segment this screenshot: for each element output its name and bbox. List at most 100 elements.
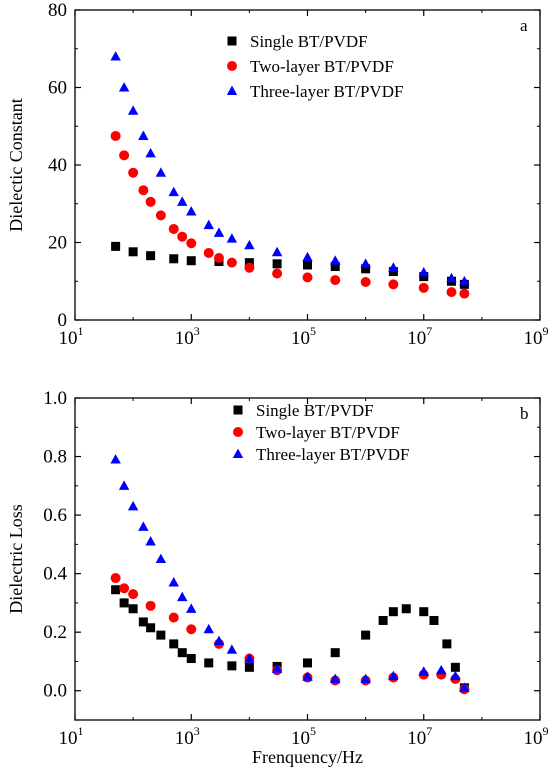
- data-point-triangle: [302, 671, 313, 681]
- x-tick-base: 10: [524, 728, 543, 749]
- x-tick-base: 10: [175, 328, 194, 349]
- y-tick-label: 0.0: [43, 681, 67, 702]
- panel-letter: b: [520, 404, 529, 423]
- data-point-square: [429, 615, 439, 625]
- x-tick-label: 101: [59, 724, 84, 749]
- data-point-square: [378, 615, 388, 625]
- data-point-triangle: [446, 272, 457, 283]
- y-tick-label: 1.0: [43, 388, 67, 409]
- data-point-square: [401, 604, 411, 614]
- y-tick-label: 0: [58, 310, 68, 331]
- y-tick-label: 40: [48, 155, 67, 176]
- x-tick-label: 109: [524, 324, 549, 349]
- x-tick-label: 107: [407, 724, 432, 749]
- data-point-square: [177, 648, 187, 658]
- data-point-circle: [213, 253, 224, 263]
- data-point-square: [330, 262, 340, 272]
- legend-marker-square: [233, 405, 243, 415]
- data-point-square: [146, 623, 156, 633]
- y-axis-title: Dielectric Loss: [6, 504, 26, 613]
- data-point-circle: [138, 185, 149, 196]
- data-point-triangle: [360, 673, 371, 684]
- data-point-triangle: [388, 670, 399, 681]
- data-point-square: [186, 256, 196, 266]
- data-point-square: [156, 630, 166, 640]
- x-tick-label: 109: [524, 724, 549, 749]
- data-point-triangle: [213, 227, 225, 237]
- series-triangle: [110, 51, 470, 286]
- series-square: [111, 585, 469, 693]
- data-point-triangle: [155, 167, 167, 177]
- data-point-triangle: [226, 233, 238, 243]
- data-point-square: [169, 639, 179, 649]
- y-tick-label: 60: [48, 78, 67, 99]
- data-point-circle: [128, 167, 139, 178]
- legend-marker-square: [227, 36, 237, 46]
- y-tick-label: 20: [48, 233, 67, 254]
- data-point-triangle: [459, 682, 470, 692]
- x-tick-exponent: 9: [543, 324, 549, 338]
- x-tick-exponent: 5: [310, 324, 316, 338]
- data-point-circle: [418, 282, 429, 293]
- data-point-triangle: [226, 644, 238, 654]
- panel-letter: a: [520, 16, 528, 35]
- data-point-circle: [168, 612, 179, 623]
- data-point-circle: [244, 262, 255, 273]
- data-point-circle: [459, 288, 470, 299]
- data-point-square: [227, 661, 237, 671]
- data-point-triangle: [186, 206, 197, 216]
- data-point-triangle: [244, 239, 255, 250]
- series-circle: [110, 130, 470, 299]
- x-tick-label: 103: [175, 324, 200, 349]
- y-tick-label: 80: [48, 0, 67, 21]
- data-point-triangle: [459, 275, 470, 286]
- data-point-triangle: [145, 536, 156, 546]
- data-point-circle: [110, 573, 121, 584]
- data-point-triangle: [118, 480, 130, 490]
- data-point-triangle: [138, 130, 149, 140]
- data-point-triangle: [127, 105, 139, 115]
- data-point-triangle: [110, 454, 121, 464]
- data-point-circle: [388, 279, 399, 290]
- data-point-square: [330, 648, 340, 658]
- data-point-square: [128, 604, 138, 614]
- legend-marker-circle: [227, 61, 237, 71]
- data-point-square: [361, 264, 371, 274]
- data-point-triangle: [450, 670, 461, 681]
- data-point-triangle: [436, 664, 447, 675]
- data-point-square: [244, 662, 254, 672]
- data-point-triangle: [168, 186, 179, 197]
- x-tick-base: 10: [59, 728, 78, 749]
- data-point-square: [169, 254, 179, 264]
- data-point-circle: [145, 600, 156, 611]
- x-tick-base: 10: [59, 328, 78, 349]
- data-point-square: [419, 607, 429, 617]
- legend-label: Single BT/PVDF: [250, 32, 368, 51]
- data-point-circle: [446, 287, 457, 298]
- data-point-circle: [203, 247, 214, 258]
- data-point-triangle: [110, 51, 121, 61]
- legend-label: Three-layer BT/PVDF: [250, 82, 403, 101]
- data-point-triangle: [155, 553, 167, 564]
- legend-label: Single BT/PVDF: [256, 401, 374, 420]
- data-point-circle: [186, 238, 197, 249]
- data-point-circle: [360, 277, 371, 288]
- data-point-circle: [119, 583, 130, 594]
- y-tick-label: 0.4: [43, 564, 67, 585]
- x-tick-base: 10: [407, 328, 426, 349]
- data-point-triangle: [203, 623, 214, 634]
- data-point-square: [388, 607, 398, 617]
- data-point-circle: [226, 257, 237, 268]
- data-point-triangle: [168, 577, 179, 587]
- data-point-triangle: [418, 266, 429, 277]
- series-triangle: [110, 454, 470, 692]
- data-point-circle: [119, 150, 130, 161]
- data-point-square: [111, 241, 121, 251]
- data-point-square: [442, 639, 452, 649]
- x-tick-exponent: 1: [78, 324, 84, 338]
- x-tick-base: 10: [291, 328, 310, 349]
- data-point-triangle: [418, 666, 429, 676]
- data-point-square: [244, 258, 254, 268]
- x-tick-base: 10: [407, 728, 426, 749]
